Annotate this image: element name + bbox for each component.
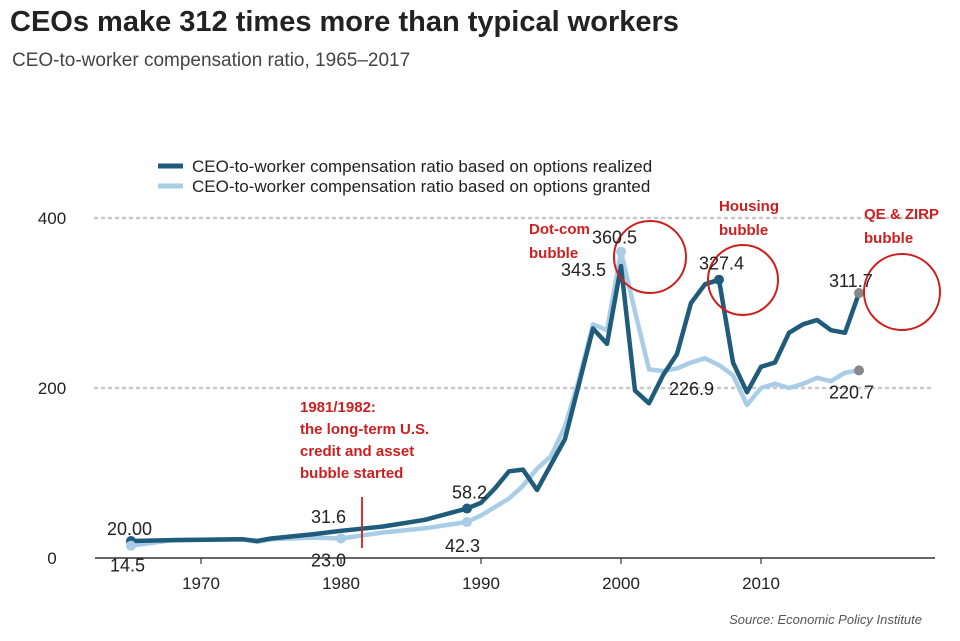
annotation-0-line-3: bubble started	[300, 465, 403, 482]
chart-subtitle: CEO-to-worker compensation ratio, 1965–2…	[12, 50, 411, 71]
x-tick-label-1970: 1970	[182, 574, 220, 593]
chart-title: CEOs make 312 times more than typical wo…	[10, 6, 679, 38]
bubble-circle-1	[707, 244, 779, 316]
grid-layer	[93, 216, 937, 390]
series-layer	[126, 246, 864, 551]
point-marker-8	[854, 365, 864, 376]
x-tick-label-1990: 1990	[462, 574, 500, 593]
data-label-6: 343.5	[561, 260, 606, 280]
point-marker-7	[854, 288, 864, 299]
y-tick-label-0: 0	[47, 549, 56, 568]
axis-layer: 0 200 400 1970 1980 1990 2000 2010	[38, 209, 935, 593]
annotations: 1981/1982: the long-term U.S. credit and a…	[300, 198, 939, 548]
x-tick-label-2010: 2010	[742, 574, 780, 593]
y-tick-label-400: 400	[38, 209, 66, 228]
point-marker-6	[714, 274, 724, 285]
annotation-3-line-1: bubble	[864, 230, 913, 247]
y-tick-label-200: 200	[38, 379, 66, 398]
point-marker-1	[126, 540, 136, 551]
data-label-2: 31.6	[311, 507, 346, 527]
data-label-1: 14.5	[110, 556, 145, 576]
bubble-circles	[613, 220, 941, 331]
series-line-1	[128, 249, 862, 548]
bubble-circle-2	[863, 253, 941, 331]
annotation-2-line-0: Housing	[719, 198, 779, 215]
data-label-3: 23.0	[311, 550, 346, 570]
data-label-0: 20.00	[107, 519, 152, 539]
data-label-7: 360.5	[592, 228, 637, 248]
data-label-5: 42.3	[445, 536, 480, 556]
source-note: Source: Economic Policy Institute	[729, 612, 922, 627]
point-marker-2	[336, 533, 346, 544]
bubble-circle-0	[613, 220, 687, 294]
data-label-11: 220.7	[829, 382, 874, 402]
data-labels: 20.00 14.5 31.6 23.0 58.2 42.3 343.5 360.5 327.4…	[107, 228, 874, 576]
annotation-0-line-0: 1981/1982:	[300, 399, 376, 416]
series-line-0	[128, 263, 862, 544]
legend: CEO-to-worker compensation ratio based o…	[158, 157, 652, 196]
legend-label-0: CEO-to-worker compensation ratio based o…	[192, 157, 652, 176]
annotation-0-line-2: credit and asset	[300, 443, 414, 460]
point-marker-5	[616, 246, 626, 257]
annotation-2-line-1: bubble	[719, 222, 768, 239]
x-tick-label-2000: 2000	[602, 574, 640, 593]
annotation-3-line-0: QE & ZIRP	[864, 206, 939, 223]
data-label-10: 311.7	[829, 271, 873, 291]
legend-label-1: CEO-to-worker compensation ratio based o…	[192, 177, 650, 196]
point-marker-3	[462, 503, 472, 514]
annotation-1-line-0: Dot-com	[529, 221, 590, 238]
data-label-9: 226.9	[669, 379, 714, 399]
point-marker-4	[462, 517, 472, 528]
x-tick-label-1980: 1980	[322, 574, 360, 593]
annotation-1-line-1: bubble	[529, 245, 578, 262]
annotation-0-line-1: the long-term U.S.	[300, 421, 429, 438]
data-label-8: 327.4	[699, 254, 744, 274]
data-label-4: 58.2	[452, 483, 487, 503]
